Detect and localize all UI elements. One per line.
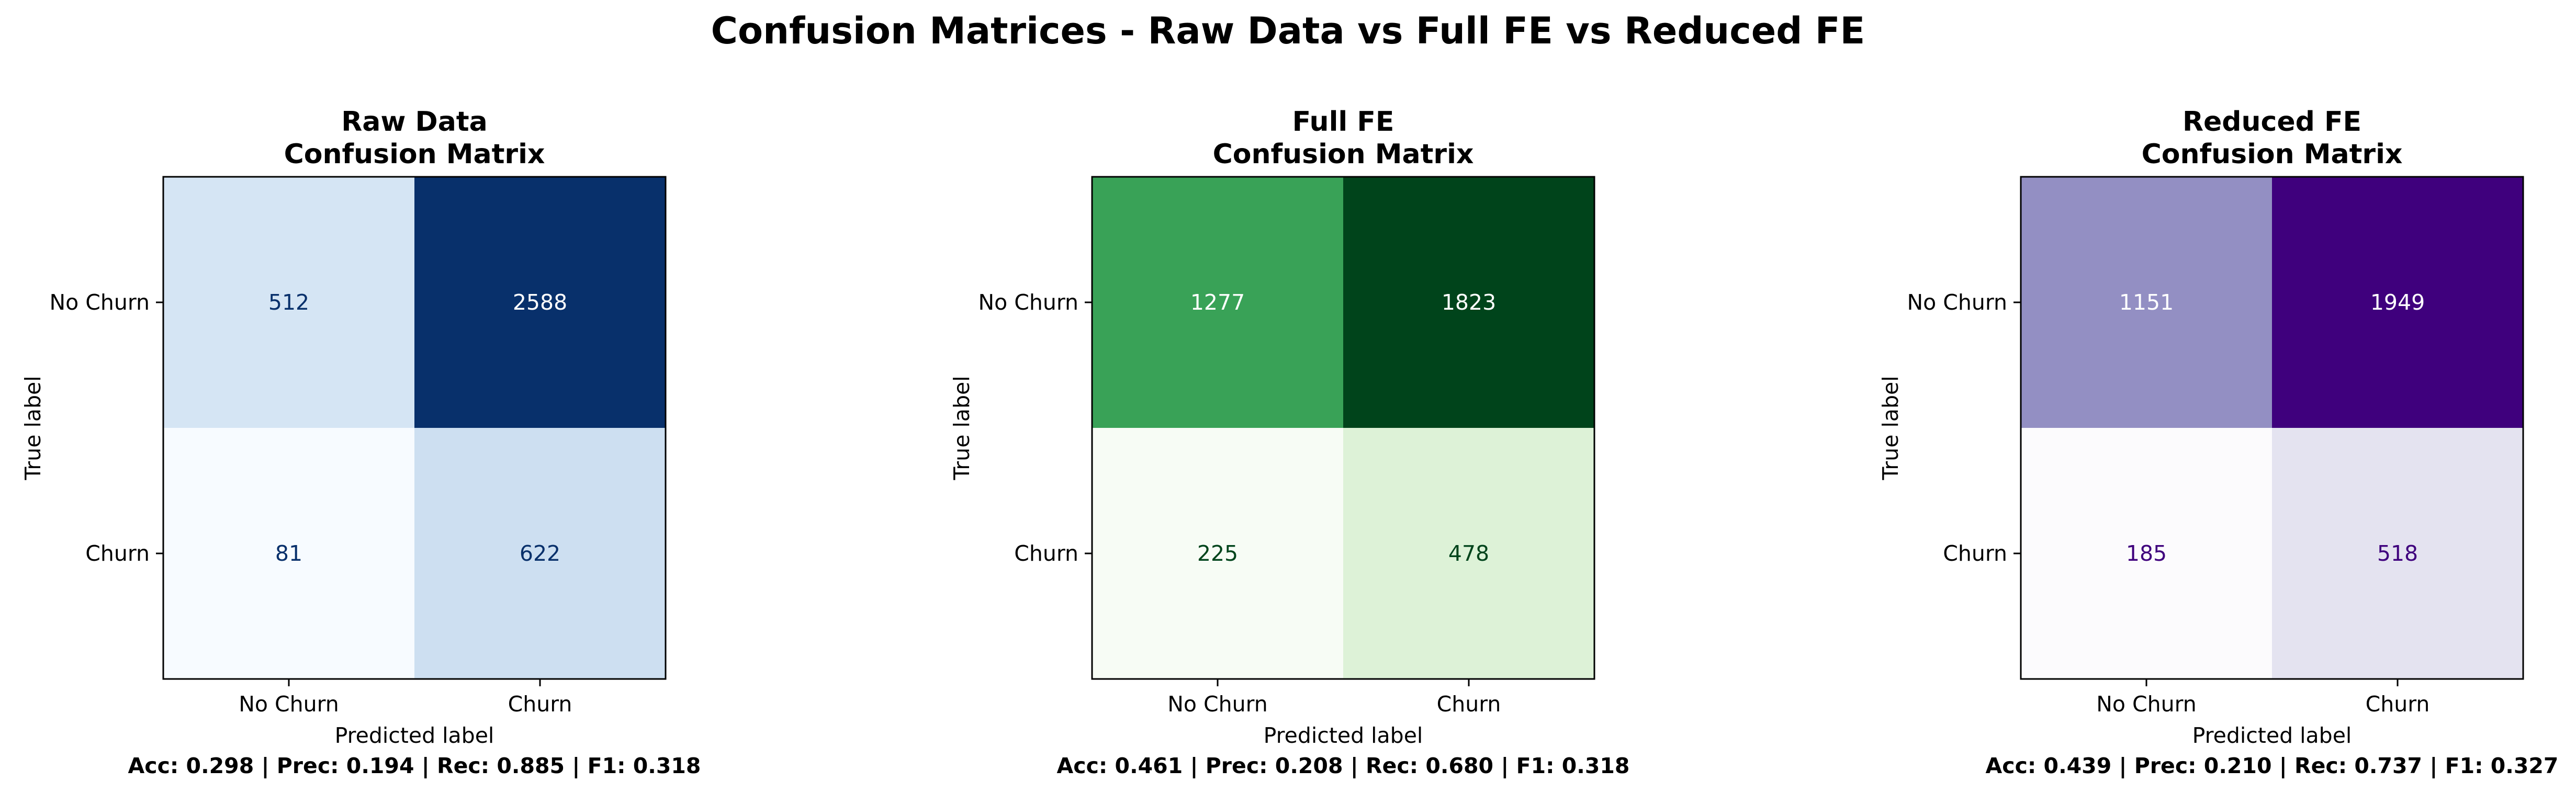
cell-value: 512 — [268, 290, 309, 315]
matrix-cell — [1092, 177, 1343, 428]
x-tick-label: No Churn — [1167, 692, 1268, 717]
y-tick-label: No Churn — [49, 290, 150, 315]
cell-value: 225 — [1197, 541, 1238, 566]
x-tick-label: Churn — [508, 692, 572, 717]
matrix-cell — [163, 428, 414, 679]
x-axis-label: Predicted label — [1264, 723, 1423, 748]
x-tick-label: Churn — [2366, 692, 2430, 717]
cell-value: 81 — [275, 541, 302, 566]
y-tick-label: No Churn — [978, 290, 1078, 315]
cell-value: 1949 — [2370, 290, 2425, 315]
matrix-cell — [1343, 177, 1594, 428]
matrix-frame — [1091, 176, 1595, 680]
matrix-cell — [163, 177, 414, 428]
x-axis-label: Predicted label — [335, 723, 494, 748]
x-tick-label: No Churn — [2096, 692, 2197, 717]
panel-subtitle: Confusion Matrix — [2142, 139, 2403, 170]
cell-value: 185 — [2126, 541, 2167, 566]
y-tick-label: No Churn — [1907, 290, 2007, 315]
y-axis-label: True label — [20, 376, 46, 480]
y-tick-label: Churn — [85, 541, 150, 566]
cell-value: 1277 — [1190, 290, 1245, 315]
matrix-cell — [2272, 177, 2523, 428]
matrix-cell — [414, 177, 666, 428]
matrix-cell — [2021, 177, 2272, 428]
x-axis-label: Predicted label — [2192, 723, 2352, 748]
panel-subtitle: Confusion Matrix — [1213, 139, 1474, 170]
y-axis-label: True label — [949, 376, 974, 480]
panel-subtitle: Confusion Matrix — [284, 139, 545, 170]
metrics-summary: Acc: 0.461 | Prec: 0.208 | Rec: 0.680 | … — [1057, 753, 1630, 779]
metrics-summary: Acc: 0.439 | Prec: 0.210 | Rec: 0.737 | … — [1986, 753, 2559, 779]
matrix-cell — [1343, 428, 1594, 679]
panel-title: Reduced FE — [2183, 106, 2361, 138]
matrix-frame — [2020, 176, 2524, 680]
matrix-cell — [2021, 428, 2272, 679]
matrix-cell — [414, 428, 666, 679]
matrix-cell — [2272, 428, 2523, 679]
metrics-summary: Acc: 0.298 | Prec: 0.194 | Rec: 0.885 | … — [128, 753, 701, 779]
panel-title: Raw Data — [341, 106, 487, 138]
matrix-cell — [1092, 428, 1343, 679]
cell-value: 2588 — [513, 290, 567, 315]
y-tick-label: Churn — [1014, 541, 1078, 566]
panel-title: Full FE — [1292, 106, 1394, 138]
y-axis-label: True label — [1878, 376, 1903, 480]
cell-value: 1823 — [1442, 290, 1496, 315]
cell-value: 1151 — [2119, 290, 2174, 315]
matrix-frame — [162, 176, 667, 680]
cell-value: 478 — [1448, 541, 1489, 566]
cell-value: 622 — [520, 541, 560, 566]
y-tick-label: Churn — [1943, 541, 2007, 566]
cell-value: 518 — [2377, 541, 2418, 566]
x-tick-label: Churn — [1437, 692, 1501, 717]
main-title: Confusion Matrices - Raw Data vs Full FE… — [711, 9, 1865, 52]
x-tick-label: No Churn — [239, 692, 339, 717]
